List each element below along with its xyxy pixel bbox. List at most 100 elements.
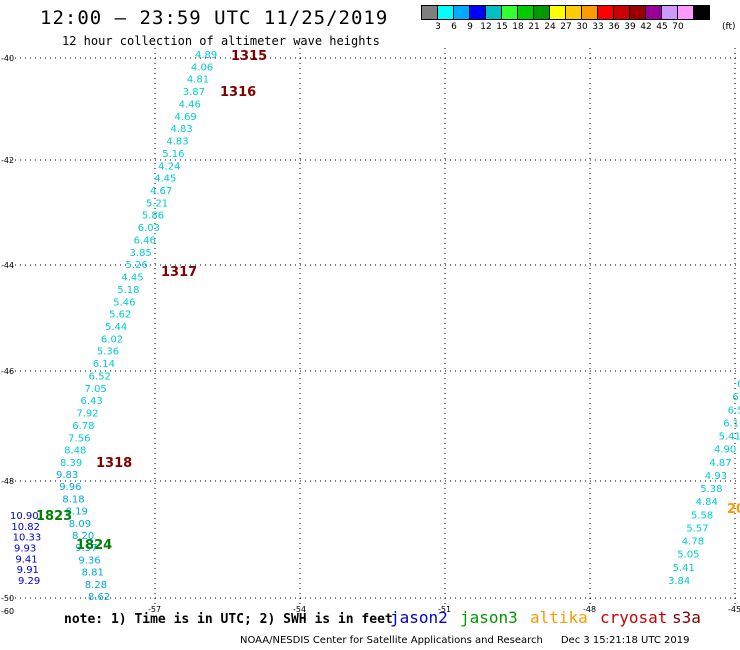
swh-value: 5.36 [97, 347, 119, 358]
legend-label: 3 [435, 22, 441, 32]
swh-value: 4.45 [121, 273, 143, 284]
legend-label: 24 [544, 22, 556, 32]
pass-label: 1824 [76, 538, 112, 553]
swh-value: 5.58 [691, 510, 713, 521]
legend-label: 39 [624, 22, 636, 32]
swh-value: 9.29 [18, 576, 40, 587]
swh-value: 6 [732, 392, 738, 403]
lat-label: -50 [1, 594, 14, 603]
swh-value: 6 [737, 379, 740, 390]
swh-value: 6.43 [80, 396, 102, 407]
swh-value: 8.19 [66, 507, 88, 518]
swh-value: 5.41 [719, 432, 740, 443]
swh-value: 5.41 [673, 563, 695, 574]
swh-value: 4.81 [187, 75, 209, 86]
swh-value: 4.46 [179, 99, 201, 110]
pass-label: 1316 [220, 85, 256, 100]
legend-sat-cryosat: cryosat [600, 608, 668, 627]
swh-value: 4.83 [170, 124, 192, 135]
swh-value: 7.05 [85, 384, 107, 395]
swh-value: 5.18 [117, 285, 139, 296]
credit-text: NOAA/NESDIS Center for Satellite Applica… [240, 635, 543, 646]
swh-value: 4.93 [705, 471, 727, 482]
swh-value: 4.78 [682, 537, 704, 548]
swh-value: 10.33 [13, 533, 42, 544]
swh-value: 9.91 [17, 565, 39, 576]
swh-value: 4.84 [696, 497, 718, 508]
lon-label: -57 [148, 605, 161, 614]
swh-value: 4.24 [158, 161, 180, 172]
legend-label: 21 [528, 22, 540, 32]
swh-value: 8.09 [69, 519, 91, 530]
pass-label: 20 [727, 502, 740, 517]
legend-label: 70 [672, 22, 684, 32]
lon-label: -54 [293, 605, 306, 614]
legend-label: 9 [467, 22, 473, 32]
legend-sat-jason3: jason3 [460, 608, 518, 627]
swh-value: 6.78 [72, 421, 94, 432]
credit-line: NOAA/NESDIS Center for Satellite Applica… [240, 635, 689, 646]
swh-value: 6.14 [93, 359, 115, 370]
swh-value: 8.20 [72, 531, 94, 542]
lat-label: -42 [1, 156, 14, 165]
legend-label: 18 [512, 22, 524, 32]
pass-label: 1318 [96, 456, 132, 471]
lat-label: -48 [1, 477, 14, 486]
page-title: 12:00 — 23:59 UTC 11/25/2019 [40, 7, 389, 29]
lon-label: -51 [438, 605, 451, 614]
swh-value: 5.38 [700, 484, 722, 495]
swh-value: 6.46 [134, 235, 156, 246]
pass-label: 1823 [36, 509, 72, 524]
lat-label: -40 [1, 54, 14, 63]
legend-unit: (ft) [722, 22, 736, 32]
swh-value: 6.52 [89, 371, 111, 382]
swh-value: 4.89 [195, 50, 217, 61]
swh-value: 6.03 [138, 223, 160, 234]
swh-value: 4.83 [166, 137, 188, 148]
swh-value: 9.96 [59, 482, 81, 493]
swh-value: 10.82 [11, 522, 40, 533]
swh-value: 8.81 [82, 568, 104, 579]
lon-label: -45 [728, 605, 740, 614]
pass-label: 1317 [161, 265, 197, 280]
swh-value: 5.86 [142, 211, 164, 222]
legend-label: 33 [592, 22, 604, 32]
swh-value: 4.67 [150, 186, 172, 197]
swh-value: 4.45 [154, 174, 176, 185]
legend-label: 45 [656, 22, 668, 32]
swh-value: 9.93 [14, 544, 36, 555]
legend-sat-s3a: s3a [672, 608, 701, 627]
swh-value: 4.87 [709, 458, 731, 469]
swh-value: 6.1 [723, 418, 739, 429]
swh-value: 8.39 [60, 458, 82, 469]
swh-value: 8.18 [62, 494, 84, 505]
swh-value: 4.69 [175, 112, 197, 123]
swh-value: 8.62 [88, 592, 110, 603]
swh-value: 5.57 [686, 523, 708, 534]
swh-value: 4.90 [714, 445, 736, 456]
legend-swatch [693, 5, 710, 20]
lon-label: -60 [1, 607, 14, 616]
color-legend: (ft) 3 6 9 12 15 18 21 24 27 30 33 36 39 42 45 70 [421, 5, 736, 34]
swh-value: 7.92 [76, 409, 98, 420]
legend-label: 27 [560, 22, 572, 32]
swh-value: 9.36 [78, 555, 100, 566]
swh-value: 3.87 [183, 87, 205, 98]
swh-value: 6.02 [101, 334, 123, 345]
legend-label: 12 [480, 22, 492, 32]
swh-value: 7.56 [68, 433, 90, 444]
lon-label: -48 [583, 605, 596, 614]
legend-sat-altika: altika [530, 608, 588, 627]
swh-value: 3.85 [130, 248, 152, 259]
page-subtitle: 12 hour collection of altimeter wave hei… [62, 34, 380, 48]
legend-sat-jason2: jason2 [390, 608, 448, 627]
swh-value: 9.83 [56, 470, 78, 481]
swh-value: 5.16 [162, 149, 184, 160]
swh-value: 8.48 [64, 446, 86, 457]
swh-value: 5.46 [113, 297, 135, 308]
swh-value: 6.5 [728, 405, 740, 416]
pass-label: 1315 [231, 49, 267, 64]
legend-label: 6 [451, 22, 457, 32]
swh-value: 9.41 [15, 554, 37, 565]
